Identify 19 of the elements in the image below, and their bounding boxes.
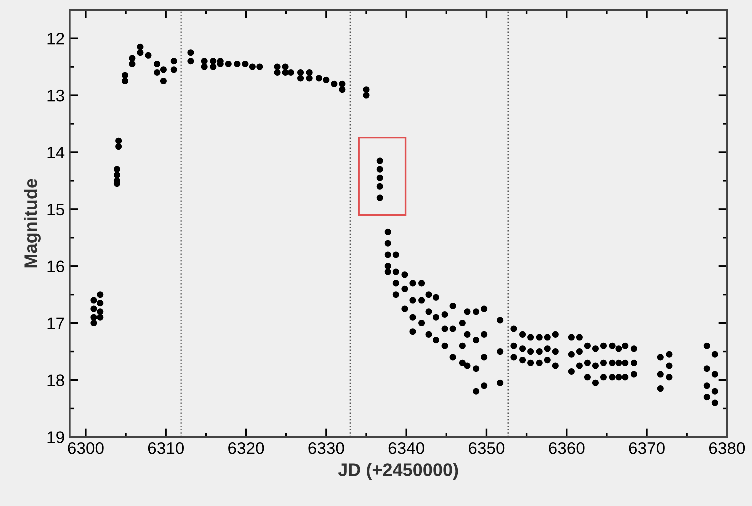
- x-tick-label: 6320: [228, 442, 264, 454]
- x-tick-label: 6380: [709, 442, 746, 454]
- x-tick-label: 6360: [549, 442, 585, 454]
- y-tick-label: 17: [48, 318, 64, 330]
- y-tick-label: 14: [48, 147, 65, 159]
- y-tick-label: 12: [48, 32, 64, 45]
- x-tick-label: 6300: [68, 442, 104, 454]
- x-tick-label: 6330: [308, 442, 344, 454]
- x-axis-title: JD (+2450000): [338, 463, 458, 480]
- x-tick-label: 6310: [148, 442, 184, 454]
- y-axis-title: Magnitude: [24, 179, 41, 268]
- y-tick-label: 18: [48, 374, 64, 386]
- x-tick-label: 6350: [469, 442, 505, 454]
- y-tick-label: 19: [48, 432, 64, 444]
- y-tick-label: 15: [48, 204, 64, 216]
- y-tick-label: 16: [48, 260, 64, 273]
- x-tick-label: 6340: [388, 442, 424, 454]
- x-tick-label: 6370: [629, 442, 665, 454]
- y-tick-label: 13: [48, 90, 64, 102]
